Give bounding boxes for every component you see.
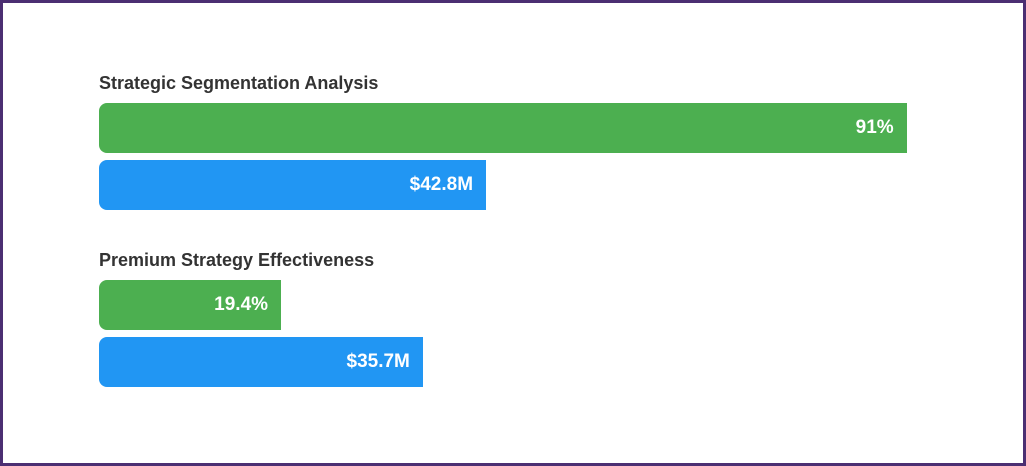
percent-bar: 91% — [99, 103, 907, 153]
bar-label: 91% — [855, 117, 894, 138]
bar-group: Premium Strategy Effectiveness 19.4% $35.7… — [99, 248, 919, 394]
bar-label: $42.8M — [409, 174, 474, 195]
bar-group: Strategic Segmentation Analysis 91% $42.8M — [99, 71, 919, 217]
value-bar: $42.8M — [99, 160, 487, 210]
group-title: Premium Strategy Effectiveness — [99, 250, 375, 270]
group-title: Strategic Segmentation Analysis — [99, 73, 379, 93]
bar-label: $35.7M — [346, 351, 410, 372]
bar-label: 19.4% — [214, 294, 269, 315]
percent-bar: 19.4% — [99, 280, 282, 330]
value-bar: $35.7M — [99, 337, 423, 387]
